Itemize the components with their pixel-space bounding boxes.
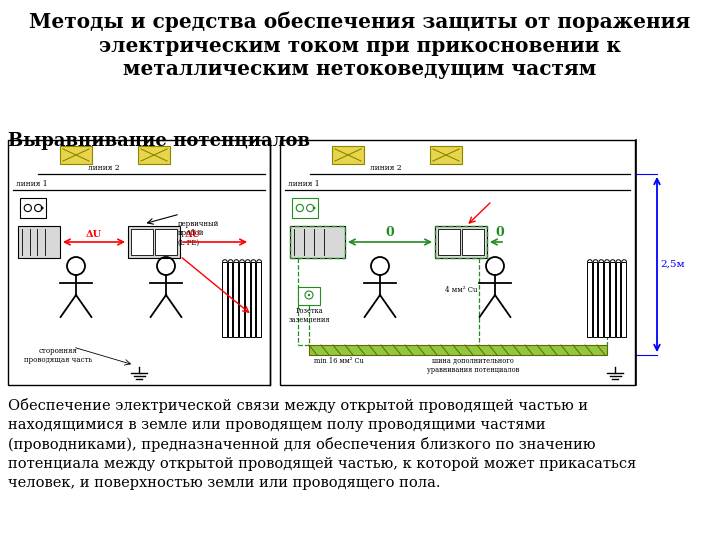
Bar [430, 146, 462, 164]
Text: ΔU: ΔU [185, 230, 201, 239]
Circle shape [308, 294, 310, 296]
Bar [435, 226, 487, 258]
Text: 2,5м: 2,5м [660, 260, 685, 269]
Text: первичный
пробой
(L-PE): первичный пробой (L-PE) [178, 220, 220, 246]
Bar [587, 262, 592, 337]
Text: шина дополнительного
уравнивания потенциалов: шина дополнительного уравнивания потенци… [427, 357, 519, 374]
Bar [228, 262, 233, 337]
Bar [621, 262, 626, 337]
Bar [131, 229, 153, 255]
Text: Выравнивание потенциалов: Выравнивание потенциалов [8, 132, 310, 150]
Bar [251, 262, 256, 337]
Bar [309, 345, 607, 355]
Bar [138, 146, 170, 164]
Bar [245, 262, 250, 337]
Circle shape [40, 207, 43, 210]
Bar [593, 262, 598, 337]
Bar [616, 262, 621, 337]
Bar [60, 146, 92, 164]
Text: линия 2: линия 2 [370, 164, 402, 172]
Bar [239, 262, 244, 337]
Text: Методы и средства обеспечения защиты от поражения
электрическим током при прикос: Методы и средства обеспечения защиты от … [30, 12, 690, 79]
Bar [332, 146, 364, 164]
Bar [292, 198, 318, 218]
Bar [20, 198, 46, 218]
Bar [8, 140, 270, 385]
Bar [298, 287, 320, 305]
Bar [128, 226, 180, 258]
Text: Обеспечение электрической связи между открытой проводящей частью и
находящимися : Обеспечение электрической связи между от… [8, 398, 636, 490]
Bar [462, 229, 484, 255]
Text: min 16 мм² Cu: min 16 мм² Cu [314, 357, 364, 365]
Bar [438, 229, 460, 255]
Text: 0: 0 [386, 226, 395, 239]
Bar [280, 140, 635, 385]
Text: линия 1: линия 1 [288, 180, 320, 188]
Text: сторонняя
проводящая часть: сторонняя проводящая часть [24, 347, 92, 364]
Text: ΔU: ΔU [86, 230, 102, 239]
Bar [18, 226, 60, 258]
Text: линия 2: линия 2 [88, 164, 120, 172]
Text: Розетка
заземления: Розетка заземления [288, 307, 330, 324]
Circle shape [312, 207, 315, 210]
Bar [604, 262, 609, 337]
Text: линия 1: линия 1 [16, 180, 48, 188]
Bar [610, 262, 615, 337]
Bar [155, 229, 176, 255]
Text: 4 мм² Cu: 4 мм² Cu [445, 286, 477, 294]
Bar [222, 262, 227, 337]
Bar [290, 226, 345, 258]
Bar [256, 262, 261, 337]
Text: 0: 0 [495, 226, 504, 239]
Bar [598, 262, 603, 337]
Bar [290, 226, 345, 258]
Bar [435, 226, 487, 258]
Bar [233, 262, 238, 337]
